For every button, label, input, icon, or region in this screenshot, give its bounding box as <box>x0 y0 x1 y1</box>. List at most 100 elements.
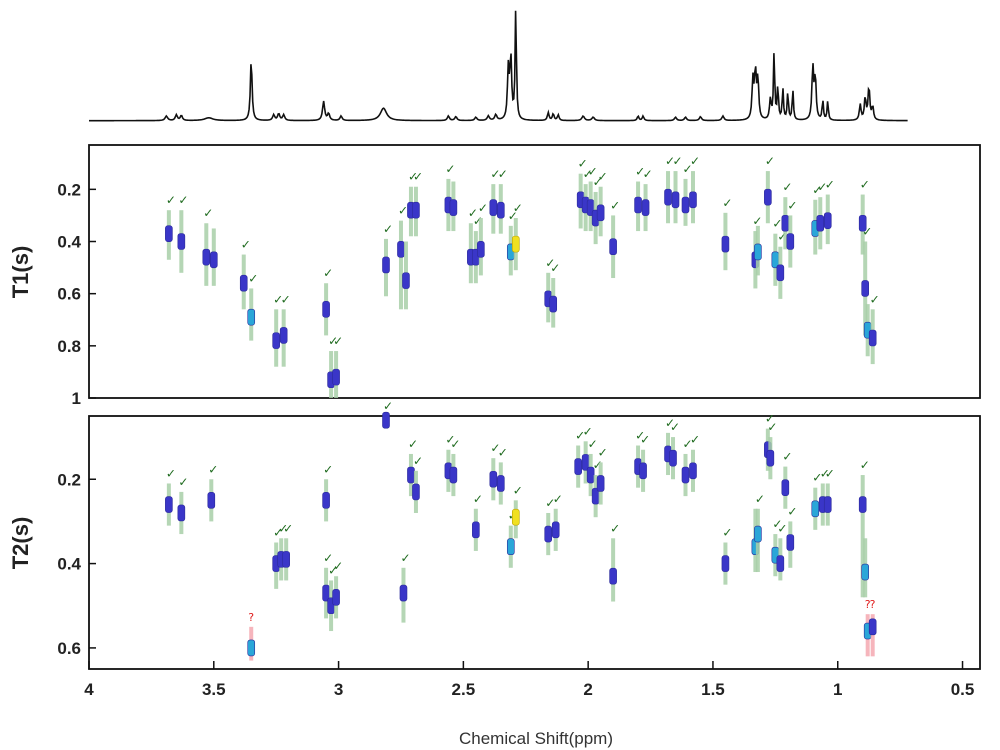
t1-data-point <box>549 295 558 313</box>
t1-check-mark: ✓ <box>643 167 653 181</box>
t1-data-point <box>754 243 762 261</box>
t2-data-point <box>551 521 560 539</box>
t1-data-point <box>511 235 520 253</box>
t2-check-mark: ✓ <box>445 433 455 447</box>
t2-check-mark: ✓ <box>682 437 692 451</box>
t1-check-mark: ✓ <box>478 201 488 215</box>
t2-data-point <box>858 496 867 513</box>
t1-check-mark: ✓ <box>635 165 645 179</box>
t1-data-point <box>764 188 772 206</box>
t2-xtick-label: 0.5 <box>951 680 975 699</box>
t1-data-point <box>412 201 420 219</box>
t2-question-mark: ? <box>865 598 871 611</box>
t1-check-mark: ✓ <box>870 292 880 306</box>
t2-data-point <box>868 618 877 636</box>
t2-data-point <box>177 504 186 522</box>
t1-ytick-label: 0.4 <box>57 233 81 252</box>
t1-ytick-label: 1 <box>72 389 81 408</box>
t1-check-mark: ✓ <box>333 334 343 348</box>
t1-check-mark: ✓ <box>323 266 333 280</box>
t1-check-mark: ✓ <box>273 292 283 306</box>
t1-check-mark: ✓ <box>578 157 588 171</box>
t2-data-point <box>861 563 869 581</box>
t1-check-mark: ✓ <box>583 167 593 181</box>
t2-check-mark: ✓ <box>812 471 822 485</box>
t2-xtick-label: 1.5 <box>701 680 725 699</box>
t2-data-point <box>681 466 690 484</box>
t1-check-mark: ✓ <box>772 217 782 231</box>
t2-data-point <box>669 449 677 467</box>
t1-check-mark: ✓ <box>473 214 483 228</box>
t1-data-point <box>382 256 390 274</box>
t2-xtick-label: 2.5 <box>452 680 476 699</box>
t1-data-point <box>239 274 248 292</box>
t2-check-mark: ✓ <box>383 399 393 413</box>
t1-data-point <box>477 241 485 258</box>
t1-data-point <box>596 204 605 222</box>
t1-check-mark: ✓ <box>825 178 835 192</box>
t2-check-mark: ✓ <box>598 445 608 459</box>
t1-data-point <box>279 327 288 344</box>
t2-xtick-label: 1 <box>833 680 842 699</box>
t1-data-point <box>681 196 690 214</box>
t2-data-point <box>407 466 415 484</box>
t1-check-mark: ✓ <box>166 193 176 207</box>
t2-check-mark: ✓ <box>777 521 787 535</box>
t1-check-mark: ✓ <box>593 175 603 189</box>
t2-check-mark: ✓ <box>408 437 418 451</box>
t2-data-point <box>609 567 617 585</box>
t1-data-point <box>781 214 790 232</box>
t2-data-point <box>544 525 553 543</box>
t2-check-mark: ✓ <box>588 437 598 451</box>
t2-check-mark: ✓ <box>782 450 792 464</box>
t1-check-mark: ✓ <box>665 154 675 168</box>
t1-data-point <box>449 199 458 216</box>
t2-check-mark: ✓ <box>208 462 218 476</box>
t1-data-point <box>664 188 672 206</box>
t2-check-mark: ✓ <box>490 441 500 455</box>
t1-data-point <box>332 368 340 386</box>
t1-data-point <box>177 233 186 250</box>
t1-check-mark: ✓ <box>248 271 258 285</box>
t2-check-mark: ✓ <box>640 433 650 447</box>
t2-xtick-label: 4 <box>84 680 94 699</box>
nmr-spectrum <box>89 10 908 122</box>
t2-check-mark: ✓ <box>498 445 508 459</box>
t1-check-mark: ✓ <box>408 170 418 184</box>
t2-check-mark: ✓ <box>772 517 782 531</box>
t1-data-point <box>397 241 405 258</box>
t2-check-mark: ✓ <box>767 420 777 434</box>
t2-data-point <box>781 479 790 496</box>
t2-xtick-label: 2 <box>583 680 592 699</box>
t2-check-mark: ✓ <box>575 429 585 443</box>
t2-data-point <box>489 470 498 488</box>
t2-data-point <box>596 475 605 492</box>
t1-check-mark: ✓ <box>812 183 822 197</box>
t2-data-point <box>399 584 408 602</box>
t1-check-mark: ✓ <box>550 261 560 275</box>
t2-check-mark: ✓ <box>283 521 293 535</box>
t1-data-point <box>634 196 642 214</box>
t1-data-point <box>489 199 498 216</box>
t2-data-point <box>382 411 390 429</box>
t2-check-mark: ✓ <box>765 412 775 426</box>
t1-check-mark: ✓ <box>398 204 408 218</box>
t2-check-mark: ✓ <box>400 551 410 565</box>
x-axis-label: Chemical Shift(ppm) <box>459 729 613 748</box>
t1-check-mark: ✓ <box>468 206 478 220</box>
t2-ytick-label: 0.2 <box>57 470 81 489</box>
t1-check-mark: ✓ <box>490 167 500 181</box>
t1-check-mark: ✓ <box>777 230 787 244</box>
t1-axis-label: T1(s) <box>8 246 33 299</box>
t2-uncertainty-band <box>870 614 875 657</box>
t2-check-mark: ✓ <box>323 462 333 476</box>
t1-check-mark: ✓ <box>610 198 620 212</box>
t2-data-point <box>449 466 458 484</box>
t1-check-mark: ✓ <box>598 170 608 184</box>
t2-data-point <box>322 492 330 509</box>
t2-check-mark: ✓ <box>593 458 603 472</box>
t2-check-mark: ✓ <box>583 424 593 438</box>
t2-check-mark: ✓ <box>413 454 423 468</box>
t2-data-point <box>506 538 515 556</box>
t2-check-mark: ✓ <box>278 521 288 535</box>
